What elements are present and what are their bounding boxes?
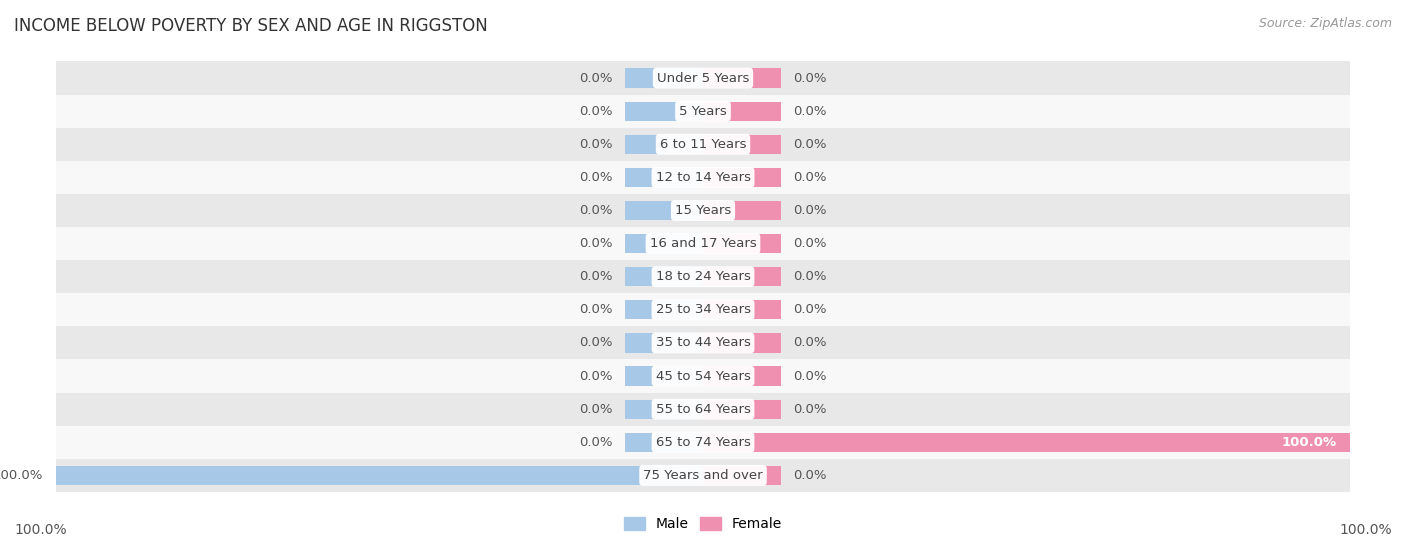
Text: 100.0%: 100.0% (1282, 436, 1337, 449)
Bar (626, 333, 703, 353)
Text: 35 to 44 Years: 35 to 44 Years (655, 337, 751, 349)
Bar (56, 466, 703, 485)
Text: 0.0%: 0.0% (579, 105, 613, 117)
Bar (703, 300, 780, 319)
Bar (626, 135, 703, 154)
Bar (56, 459, 1350, 492)
Bar (703, 201, 780, 220)
Text: 0.0%: 0.0% (579, 369, 613, 382)
Bar (56, 426, 1350, 459)
Bar (626, 367, 703, 386)
Text: 5 Years: 5 Years (679, 105, 727, 117)
Bar (626, 267, 703, 286)
Text: 65 to 74 Years: 65 to 74 Years (655, 436, 751, 449)
Bar (703, 102, 780, 121)
Text: 0.0%: 0.0% (793, 402, 827, 416)
Bar (56, 94, 1350, 127)
Bar (703, 367, 780, 386)
Bar (56, 392, 1350, 426)
Text: 45 to 54 Years: 45 to 54 Years (655, 369, 751, 382)
Text: 0.0%: 0.0% (579, 237, 613, 250)
Bar (703, 433, 1350, 452)
Text: Source: ZipAtlas.com: Source: ZipAtlas.com (1258, 17, 1392, 30)
Text: 0.0%: 0.0% (579, 171, 613, 184)
Text: 0.0%: 0.0% (793, 369, 827, 382)
Text: 55 to 64 Years: 55 to 64 Years (655, 402, 751, 416)
Text: 15 Years: 15 Years (675, 204, 731, 217)
Text: INCOME BELOW POVERTY BY SEX AND AGE IN RIGGSTON: INCOME BELOW POVERTY BY SEX AND AGE IN R… (14, 17, 488, 35)
Text: 0.0%: 0.0% (793, 138, 827, 151)
Bar (703, 333, 780, 353)
Bar (56, 359, 1350, 392)
Text: 16 and 17 Years: 16 and 17 Years (650, 237, 756, 250)
Bar (56, 127, 1350, 161)
Bar (626, 300, 703, 319)
Bar (56, 194, 1350, 227)
Bar (703, 135, 780, 154)
Bar (703, 400, 780, 419)
Text: 0.0%: 0.0% (579, 138, 613, 151)
Text: 100.0%: 100.0% (14, 523, 66, 537)
Text: 0.0%: 0.0% (579, 402, 613, 416)
Text: 0.0%: 0.0% (793, 72, 827, 84)
Bar (56, 161, 1350, 194)
Bar (56, 61, 1350, 94)
Text: 100.0%: 100.0% (0, 469, 44, 482)
Text: 6 to 11 Years: 6 to 11 Years (659, 138, 747, 151)
Text: 0.0%: 0.0% (793, 337, 827, 349)
Text: 0.0%: 0.0% (793, 237, 827, 250)
Text: 100.0%: 100.0% (1340, 523, 1392, 537)
Bar (56, 260, 1350, 293)
Bar (703, 68, 780, 88)
Bar (626, 201, 703, 220)
Bar (56, 326, 1350, 359)
Bar (626, 234, 703, 253)
Bar (56, 227, 1350, 260)
Text: 25 to 34 Years: 25 to 34 Years (655, 304, 751, 316)
Text: Under 5 Years: Under 5 Years (657, 72, 749, 84)
Bar (703, 168, 780, 187)
Text: 0.0%: 0.0% (793, 204, 827, 217)
Text: 0.0%: 0.0% (579, 337, 613, 349)
Bar (626, 433, 703, 452)
Text: 12 to 14 Years: 12 to 14 Years (655, 171, 751, 184)
Text: 18 to 24 Years: 18 to 24 Years (655, 270, 751, 283)
Text: 0.0%: 0.0% (579, 72, 613, 84)
Bar (626, 168, 703, 187)
Bar (703, 466, 780, 485)
Text: 75 Years and over: 75 Years and over (643, 469, 763, 482)
Legend: Male, Female: Male, Female (619, 511, 787, 537)
Text: 0.0%: 0.0% (793, 105, 827, 117)
Bar (626, 400, 703, 419)
Bar (56, 293, 1350, 326)
Text: 0.0%: 0.0% (793, 304, 827, 316)
Text: 0.0%: 0.0% (579, 304, 613, 316)
Bar (703, 234, 780, 253)
Text: 0.0%: 0.0% (579, 204, 613, 217)
Text: 0.0%: 0.0% (793, 171, 827, 184)
Text: 0.0%: 0.0% (579, 436, 613, 449)
Text: 0.0%: 0.0% (579, 270, 613, 283)
Bar (626, 68, 703, 88)
Bar (626, 102, 703, 121)
Text: 0.0%: 0.0% (793, 469, 827, 482)
Text: 0.0%: 0.0% (793, 270, 827, 283)
Bar (703, 267, 780, 286)
